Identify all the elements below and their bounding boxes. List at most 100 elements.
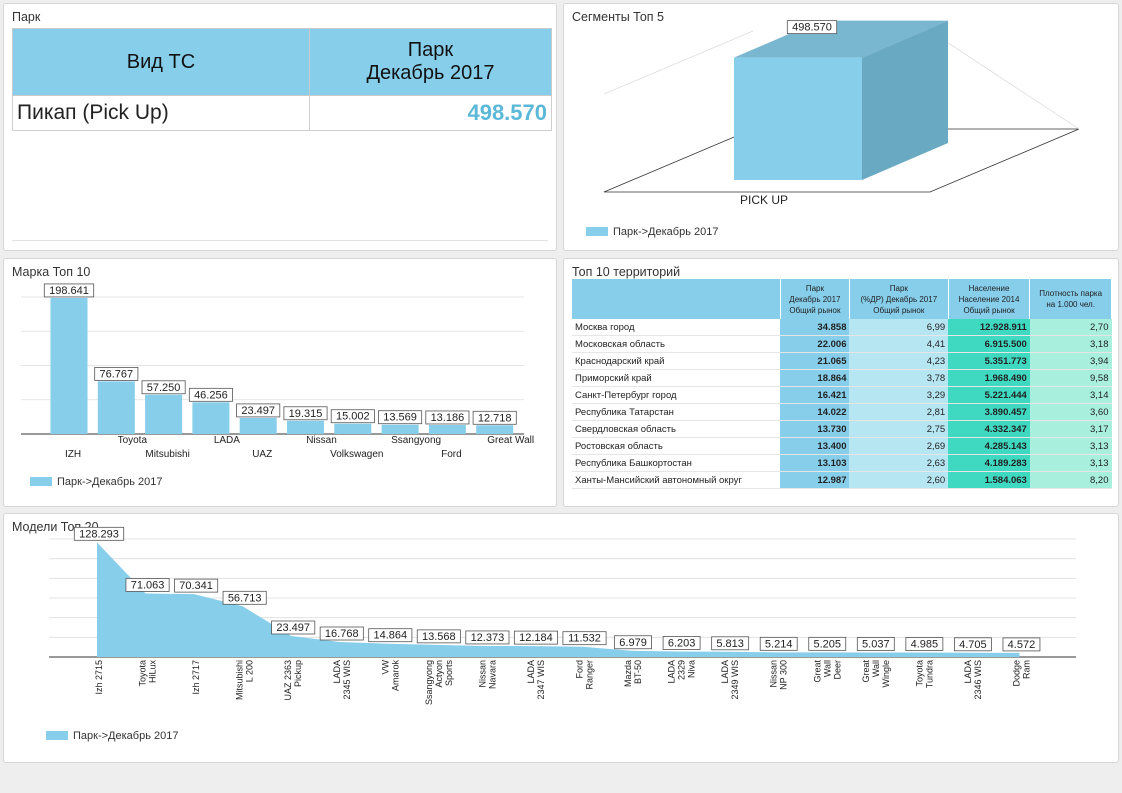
models-category-label-line: Mitsubishi [235, 660, 245, 700]
brands-value-label-0-box [43, 283, 95, 298]
segments-panel: Сегменты Топ 5 498.570 PICK UP Парк->Декаб… [563, 3, 1119, 251]
territories-cell-park-share: 4,23 [849, 352, 949, 370]
brands-category-label-3: LADA [214, 435, 240, 446]
models-value-label-19-box [1002, 637, 1041, 652]
models-category-label-line: BT-50 [633, 660, 643, 684]
park-kpi-table: Вид ТС Парк Декабрь 2017 Пикап (Pick Up)… [12, 28, 553, 131]
territories-row: Ханты-Мансийский автономный округ 12.987 2… [572, 471, 1112, 489]
territories-cell-territory-name: Москва город [572, 319, 781, 336]
brands-bar-1 [97, 381, 135, 434]
models-value-label-1-box [125, 578, 170, 592]
models-category-label-line: Ram [1021, 660, 1031, 679]
models-category-label-2: Izh 2717 [191, 660, 201, 695]
territories-cell-density: 3,60 [1029, 403, 1112, 421]
models-legend-swatch [46, 731, 68, 740]
models-category-label-line: Izh 2715 [94, 660, 104, 695]
models-category-label-line: LADA [963, 660, 973, 684]
models-category-label-16: Great Wall Wingle [861, 660, 891, 688]
brands-value-label-7: 13.569 [383, 412, 417, 424]
territories-row: Москва город 34.858 6,99 12.928.911 2,70 [572, 319, 1112, 336]
models-category-label-line: Pickup [293, 660, 303, 687]
models-category-label-line: Ranger [585, 660, 595, 690]
models-value-label-4: 23.497 [276, 622, 310, 634]
territories-panel: Топ 10 территорий Парк Декабрь 2017 Общий … [563, 258, 1119, 507]
models-category-label-line: UAZ 2363 [283, 660, 293, 701]
territories-header-text: Плотность парка [1039, 289, 1103, 298]
territories-cell-population: 4.189.283 [948, 454, 1030, 472]
territories-cell-park-value: 22.006 [780, 335, 850, 353]
territories-cell-park-value: 13.400 [780, 437, 850, 455]
brands-bar-9 [476, 425, 514, 434]
territories-header-text: Парк [805, 283, 824, 293]
models-category-label-line: Ford [575, 660, 585, 679]
brands-legend-label: Парк->Декабрь 2017 [57, 476, 162, 488]
models-value-label-12-box [662, 636, 701, 650]
brands-bar-4 [239, 417, 277, 434]
models-category-label-line: Toyota [138, 660, 148, 687]
brands-category-label-0: IZH [65, 449, 81, 460]
models-category-label-line: Izh 2717 [191, 660, 201, 695]
models-value-label-11-box [614, 635, 652, 650]
territories-row: Свердловская область 13.730 2,75 4.332.347 3… [572, 420, 1112, 438]
models-value-label-2: 70.341 [179, 580, 213, 592]
territories-header-1: Парк Декабрь 2017 Общий рынок [780, 279, 850, 319]
territories-cell-density: 3,94 [1029, 352, 1112, 370]
models-category-label-15: Great Wall Deer [812, 660, 842, 683]
models-value-label-15: 5.205 [813, 638, 841, 650]
territories-cell-park-value: 21.065 [780, 352, 850, 370]
models-category-label-line: Dodge [1011, 660, 1021, 687]
models-value-label-7: 13.568 [422, 631, 456, 643]
models-value-label-18-box [954, 637, 992, 652]
brands-value-label-7-box [378, 410, 423, 425]
brands-bar-2 [145, 394, 183, 434]
brands-legend-swatch [30, 477, 52, 486]
territories-cell-territory-name: Санкт-Петербург город [572, 386, 781, 404]
territories-row: Московская область 22.006 4,41 6.915.500 3,1… [572, 335, 1112, 353]
models-value-label-12: 6.203 [668, 637, 696, 649]
territories-header-text: Общий рынок [873, 305, 925, 315]
territories-cell-density: 3,18 [1029, 335, 1112, 353]
models-value-label-14: 5.214 [765, 638, 793, 650]
brands-bar-5 [287, 420, 324, 434]
kpi-header-park: Парк Декабрь 2017 [308, 28, 553, 96]
territories-header-text: Декабрь 2017 [789, 294, 841, 304]
brands-value-label-6-box [330, 409, 375, 424]
models-value-label-13-box [711, 636, 750, 651]
models-area [97, 542, 1020, 657]
territories-cell-park-value: 12.987 [780, 471, 850, 489]
territories-cell-population: 6.915.500 [948, 335, 1030, 353]
models-value-label-9-box [513, 630, 558, 645]
territories-header-text: на 1.000 чел. [1046, 300, 1095, 309]
models-category-label-line: LADA [667, 660, 677, 684]
segments-legend-label: Парк->Декабрь 2017 [613, 226, 718, 238]
park-panel: Парк Вид ТС Парк Декабрь 2017 Пикап (Pic… [3, 3, 557, 251]
segments-value-label: 498.570 [792, 22, 832, 34]
brands-bar-6 [334, 423, 372, 434]
brands-bar-0 [50, 297, 88, 434]
models-category-label-10: Ford Ranger [575, 660, 595, 690]
brands-value-label-3-box [188, 387, 233, 402]
models-value-label-6-box [368, 628, 413, 643]
segments-legend-swatch [586, 227, 608, 236]
territories-cell-park-value: 18.864 [780, 369, 850, 387]
territories-cell-park-share: 2,81 [849, 403, 949, 421]
brands-category-label-4: UAZ [252, 449, 272, 460]
territories-header-text: Парк [889, 283, 908, 293]
brands-value-label-3: 46.256 [194, 389, 228, 401]
models-value-label-3-box [222, 590, 267, 605]
models-value-label-11: 6.979 [619, 637, 647, 649]
park-panel-divider [12, 240, 548, 241]
models-value-label-17: 4.985 [911, 639, 939, 651]
territories-header-text: Население [968, 283, 1010, 293]
territories-cell-density: 3,13 [1029, 437, 1112, 455]
models-category-label-line: Actyon [434, 660, 444, 688]
territories-cell-density: 2,70 [1029, 319, 1112, 336]
models-value-label-18: 4.705 [959, 639, 987, 651]
models-value-label-19: 4.572 [1008, 639, 1036, 651]
models-value-label-16-box [856, 637, 895, 651]
segments-bar-top [734, 20, 948, 58]
models-value-label-8-box [465, 630, 510, 645]
brands-value-label-9: 12.718 [478, 412, 512, 424]
segments-bar-pickup [734, 57, 862, 180]
